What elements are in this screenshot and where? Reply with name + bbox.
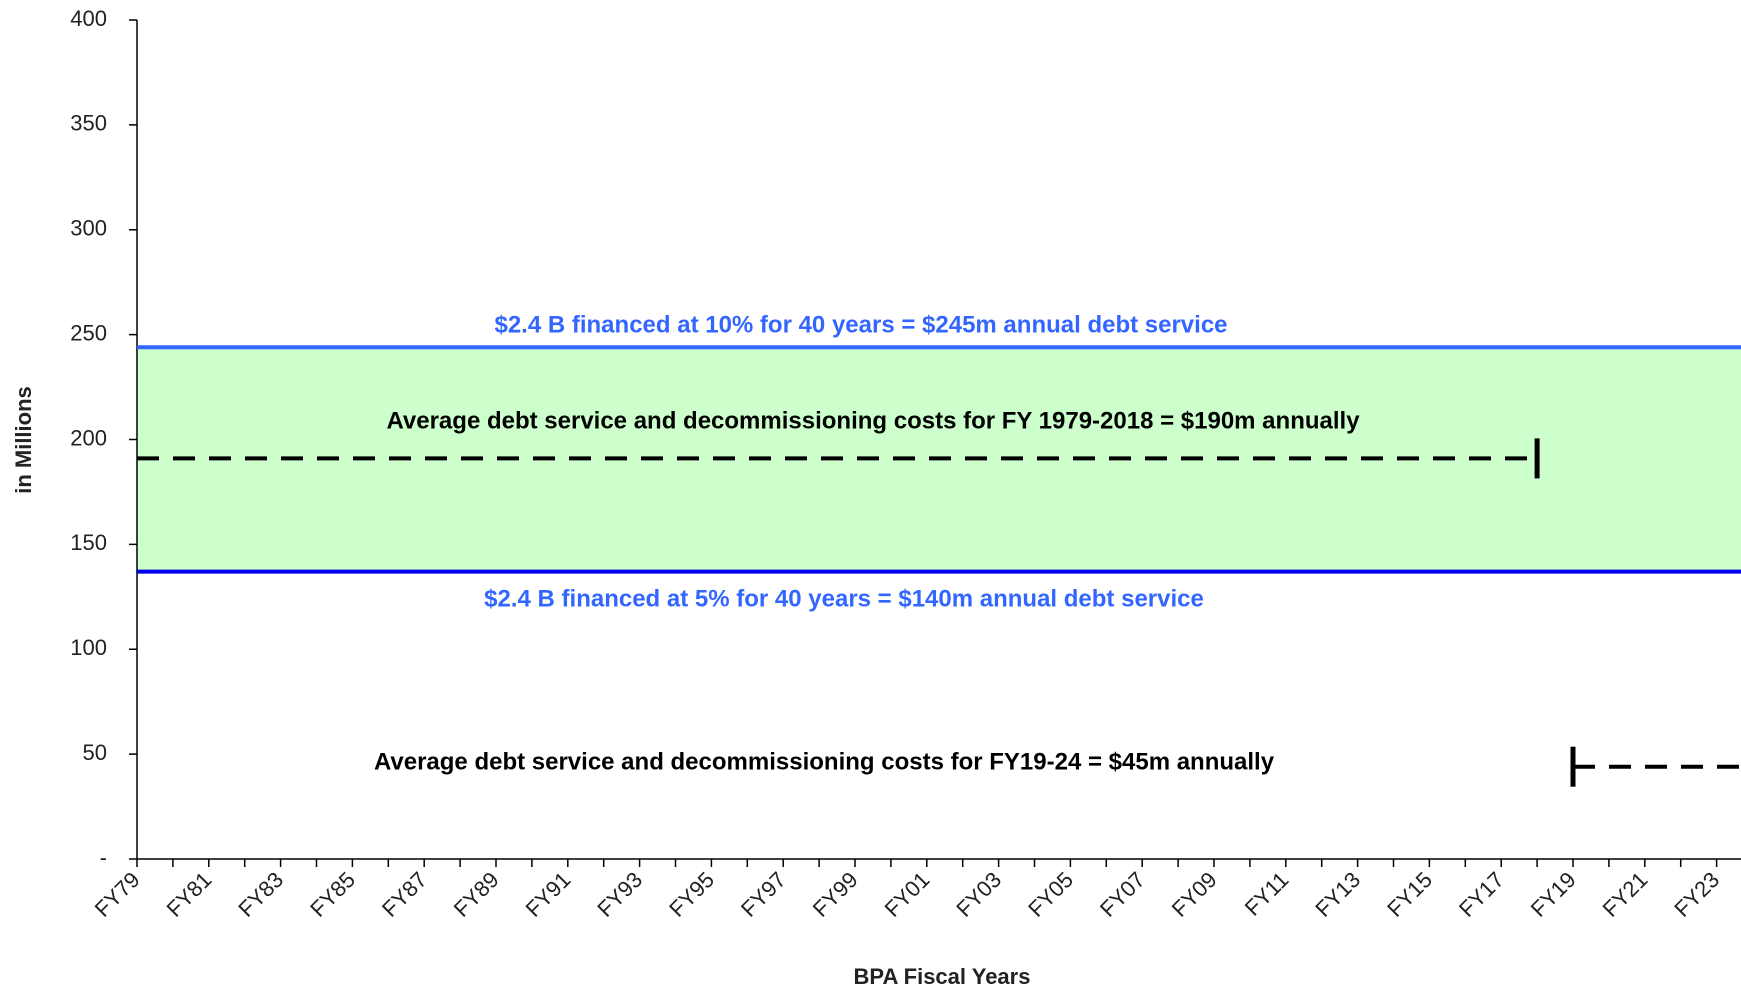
- annotation: Average debt service and decommissioning…: [374, 748, 1275, 775]
- y-tick-label: 350: [70, 111, 107, 136]
- y-tick-label: 400: [70, 6, 107, 31]
- x-tick-label: FY99: [808, 867, 863, 922]
- y-tick-label: 50: [83, 740, 107, 765]
- annotation: $2.4 B financed at 10% for 40 years = $2…: [494, 311, 1227, 338]
- x-tick-label: FY11: [1240, 867, 1294, 921]
- x-tick-label: FY15: [1382, 867, 1437, 922]
- x-tick-label: FY97: [736, 867, 791, 922]
- x-tick-label: FY81: [162, 867, 217, 922]
- x-tick-label: FY87: [377, 867, 432, 922]
- y-tick-label: 300: [70, 216, 107, 241]
- x-tick-label: FY05: [1023, 867, 1078, 922]
- x-tick-label: FY03: [951, 867, 1006, 922]
- x-tick-label: FY01: [880, 867, 935, 922]
- annotation: $2.4 B financed at 5% for 40 years = $14…: [484, 585, 1204, 612]
- y-tick-label: 250: [70, 320, 107, 345]
- x-tick-label: FY09: [1167, 867, 1222, 922]
- x-tick-label: FY21: [1598, 867, 1653, 922]
- x-tick-label: FY91: [521, 867, 576, 922]
- x-axis-title: BPA Fiscal Years: [854, 964, 1031, 989]
- y-tick-label: 150: [70, 530, 107, 555]
- x-tick-label: FY07: [1095, 867, 1150, 922]
- x-tick-label: FY93: [592, 867, 647, 922]
- x-tick-label: FY23: [1669, 867, 1724, 922]
- y-axis-title: in Millions: [11, 386, 36, 494]
- x-tick-label: FY13: [1310, 867, 1365, 922]
- x-tick-label: FY17: [1454, 867, 1509, 922]
- annotation: Average debt service and decommissioning…: [386, 407, 1360, 434]
- x-tick-label: FY89: [449, 867, 504, 922]
- x-tick-label: FY85: [305, 867, 360, 922]
- y-tick-label: -: [100, 845, 107, 870]
- x-tick-label: FY95: [664, 867, 719, 922]
- y-tick-label: 200: [70, 425, 107, 450]
- x-tick-label: FY19: [1526, 867, 1581, 922]
- x-tick-label: FY83: [233, 867, 288, 922]
- x-tick-label: FY79: [90, 867, 145, 922]
- y-tick-label: 100: [70, 635, 107, 660]
